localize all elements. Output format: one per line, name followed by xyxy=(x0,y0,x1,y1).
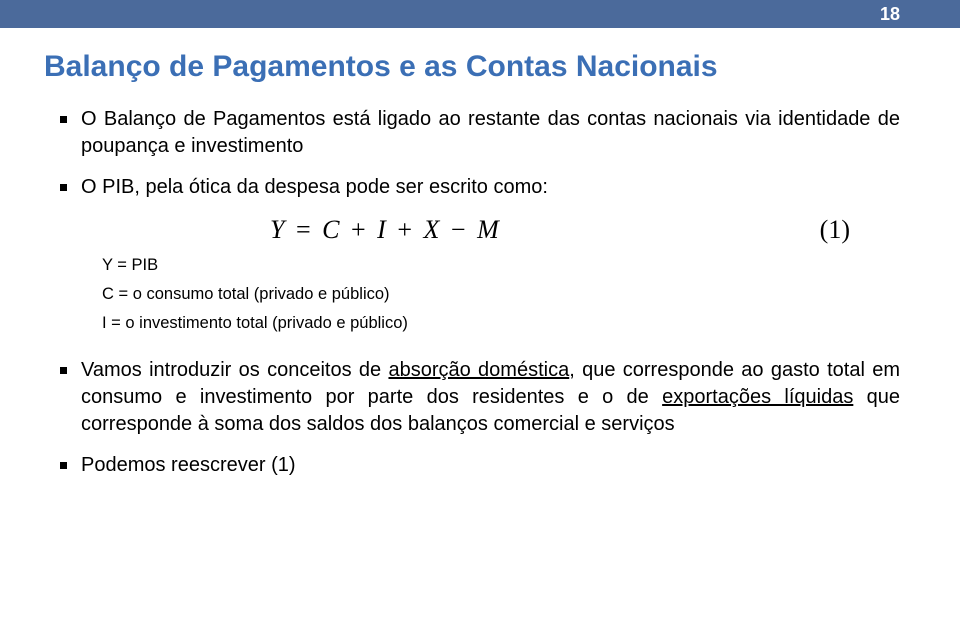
bullet-marker xyxy=(60,462,67,469)
def-Y: Y = PIB xyxy=(102,253,900,278)
var-M: M xyxy=(477,215,499,244)
var-Y: Y xyxy=(270,215,285,244)
op-minus: − xyxy=(447,215,470,244)
var-I: I xyxy=(377,215,386,244)
bullet-text: Vamos introduzir os conceitos de absorçã… xyxy=(81,357,900,438)
op-plus: + xyxy=(393,215,416,244)
bullet-text: O Balanço de Pagamentos está ligado ao r… xyxy=(81,106,900,160)
bullet-item-1: O Balanço de Pagamentos está ligado ao r… xyxy=(60,106,900,160)
underlined-term: absorção doméstica xyxy=(388,359,569,381)
def-C: C = o consumo total (privado e público) xyxy=(102,282,900,307)
equation-number: (1) xyxy=(820,215,850,245)
definition-list: Y = PIB C = o consumo total (privado e p… xyxy=(102,253,900,335)
bullet-item-2: O PIB, pela ótica da despesa pode ser es… xyxy=(60,174,900,201)
op-plus: + xyxy=(347,215,370,244)
top-bar xyxy=(0,0,960,28)
bullet-text: O PIB, pela ótica da despesa pode ser es… xyxy=(81,174,548,201)
bullet-item-3: Vamos introduzir os conceitos de absorçã… xyxy=(60,357,900,438)
bullet-marker xyxy=(60,116,67,123)
bullet-item-4: Podemos reescrever (1) xyxy=(60,452,900,479)
def-I: I = o investimento total (privado e públ… xyxy=(102,311,900,336)
page-number: 18 xyxy=(880,4,900,25)
slide-title: Balanço de Pagamentos e as Contas Nacion… xyxy=(0,28,960,106)
bullet-marker xyxy=(60,184,67,191)
var-C: C xyxy=(322,215,340,244)
bullet-text: Podemos reescrever (1) xyxy=(81,452,296,479)
underlined-term: exportações líquidas xyxy=(662,386,853,408)
equation-row: Y = C + I + X − M (1) xyxy=(60,215,900,245)
op-equals: = xyxy=(292,215,315,244)
text-fragment: Vamos introduzir os conceitos de xyxy=(81,359,388,381)
var-X: X xyxy=(424,215,440,244)
equation: Y = C + I + X − M xyxy=(270,215,499,245)
content-area: O Balanço de Pagamentos está ligado ao r… xyxy=(0,106,960,479)
bullet-marker xyxy=(60,367,67,374)
